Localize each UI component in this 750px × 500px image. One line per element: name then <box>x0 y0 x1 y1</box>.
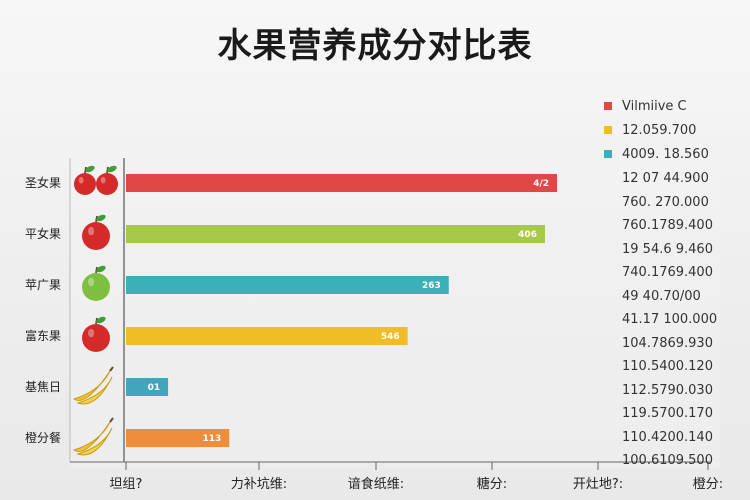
banana-stem <box>109 366 114 372</box>
apple-highlight <box>100 176 106 184</box>
green-apple-icon <box>82 265 110 301</box>
data-label: 01 <box>148 383 161 393</box>
category-label: 苹广果 <box>25 278 61 292</box>
bar <box>126 225 545 243</box>
side-value: 740.1769.400 <box>622 265 713 280</box>
x-tick-label: 坦组? <box>110 477 143 492</box>
x-tick-label: 开灶地?: <box>573 477 623 492</box>
legend-swatch <box>604 126 612 134</box>
x-tick-label: 谙食纸维: <box>348 476 404 492</box>
legend-item: Vilmiive C <box>604 94 744 118</box>
legend-label: 4009. 18.560 <box>622 146 709 162</box>
apple-icon <box>82 316 110 352</box>
bar <box>126 276 449 294</box>
legend-swatch <box>604 102 612 110</box>
apple-leaf <box>85 165 95 173</box>
legend-swatch <box>604 150 612 158</box>
category-label: 橙分餐 <box>25 430 61 445</box>
banana-body <box>76 427 113 456</box>
apple-highlight <box>88 328 95 338</box>
legend-item: 4009. 18.560 <box>604 142 744 166</box>
bar <box>126 327 408 345</box>
side-value: 119.5700.170 <box>622 406 713 421</box>
side-value: 19 54.6 9.460 <box>622 241 713 257</box>
apple-leaf <box>96 316 106 324</box>
legend: Vilmiive C 12.059.700 4009. 18.560 <box>604 94 744 166</box>
apple-body <box>82 273 110 301</box>
apple-body <box>82 324 110 352</box>
side-value: 112.5790.030 <box>622 382 713 398</box>
apple-icon <box>82 214 110 250</box>
side-value: 12 07 44.900 <box>622 171 709 186</box>
data-label: 406 <box>518 230 537 240</box>
category-label: 平女果 <box>25 226 61 241</box>
category-label: 圣女果 <box>25 175 61 190</box>
data-label: 546 <box>381 332 400 342</box>
apple-body <box>96 173 118 195</box>
apple-body <box>74 173 96 195</box>
apple-leaf <box>96 265 106 273</box>
apple-leaf <box>96 214 106 222</box>
legend-item: 12.059.700 <box>604 118 744 142</box>
legend-label: Vilmiive C <box>622 98 687 114</box>
side-value: 49 40.70/00 <box>622 288 701 304</box>
side-value: 41.17 100.000 <box>622 312 718 327</box>
bar <box>126 378 169 396</box>
category-label: 基焦日 <box>25 380 61 394</box>
side-value: 110.5400.120 <box>622 359 713 374</box>
side-value: 760. 270.000 <box>622 194 709 210</box>
chart-title: 水果营养成分对比表 <box>217 26 533 66</box>
data-label: 4/2 <box>533 179 549 189</box>
side-value-list: 12 07 44.900 760. 270.000 760.1789.400 19 5… <box>622 167 742 473</box>
apple-body <box>82 222 110 250</box>
apple-leaf <box>107 165 117 173</box>
apple-highlight <box>78 176 84 184</box>
data-label: 113 <box>202 434 221 444</box>
banana-body <box>76 376 113 405</box>
category-label: 富东果 <box>25 328 61 343</box>
banana-icon <box>72 366 114 405</box>
legend-label: 12.059.700 <box>622 122 697 138</box>
side-value: 104.7869.930 <box>622 335 713 351</box>
bar <box>126 174 557 192</box>
banana-stem <box>109 417 114 423</box>
apple-icon <box>96 165 118 195</box>
plot-background <box>70 154 720 468</box>
apple-pair-icon <box>74 165 118 195</box>
bar <box>126 429 230 447</box>
apple-highlight <box>88 226 95 236</box>
apple-highlight <box>88 277 95 287</box>
data-label: 263 <box>422 281 441 291</box>
x-tick-label: 糖分: <box>477 476 507 492</box>
side-value: 760.1789.400 <box>622 218 713 233</box>
banana-icon <box>72 417 114 456</box>
apple-icon <box>74 165 96 195</box>
x-tick-label: 橙分: <box>693 477 723 492</box>
side-value: 110.4200.140 <box>622 429 713 445</box>
x-tick-label: 力补坑维: <box>231 477 287 492</box>
side-value: 100.6109.500 <box>622 453 713 468</box>
